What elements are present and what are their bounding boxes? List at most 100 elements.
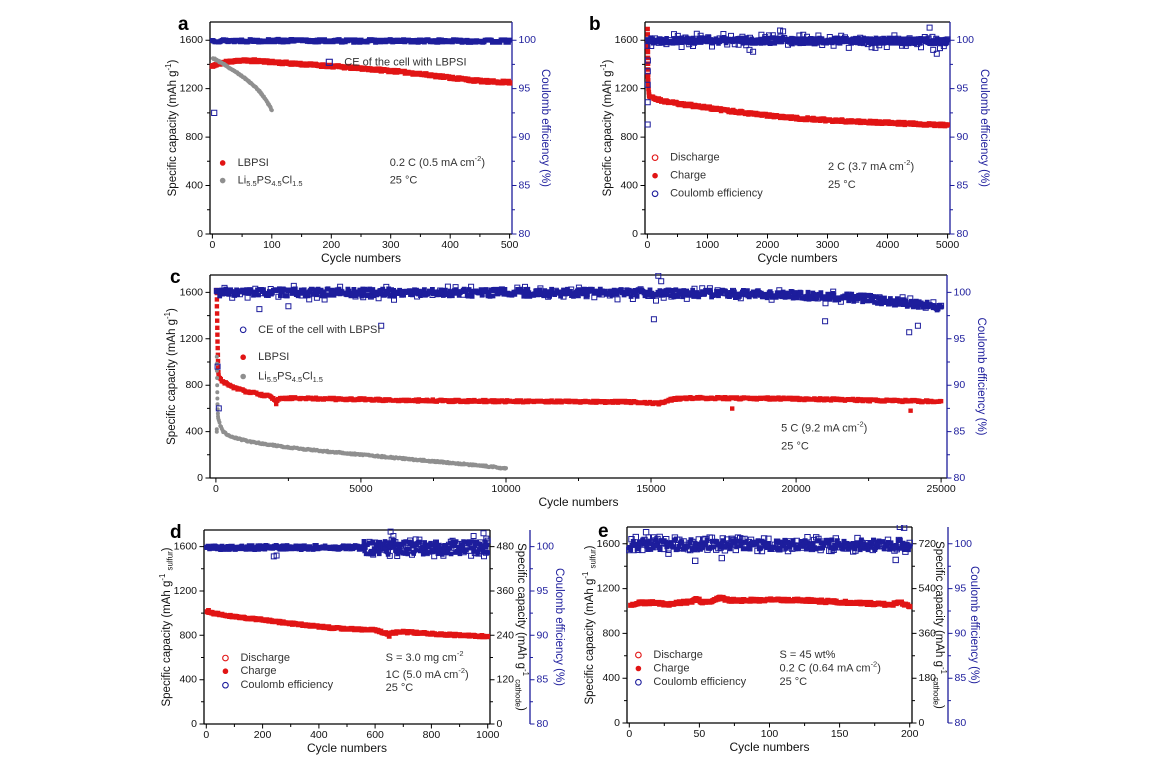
x-tick-label: 600: [366, 729, 384, 741]
panel-letter-c: c: [170, 267, 181, 288]
y-left-tick-label: 0: [632, 228, 638, 240]
series-group: [626, 525, 913, 610]
x-tick-label: 3000: [816, 239, 840, 251]
panel-c: c 0 5000 10000 15000 20000 25000 Cycle numbers 0…: [163, 267, 987, 509]
series-group: [213, 273, 945, 471]
series-ce-of-cell-with-lbpsi: [209, 36, 513, 45]
gray-filled-circle-marker: [219, 177, 226, 184]
annotation: 25 °C: [386, 682, 414, 694]
series-coulomb-efficiency-scatter: [270, 528, 491, 560]
series-coulomb-efficiency: [645, 35, 950, 47]
annotation: 25 °C: [779, 676, 807, 688]
x-tick-label: 0: [203, 729, 209, 741]
x-tick-label: 500: [501, 239, 519, 251]
x-tick-label: 10000: [491, 483, 520, 495]
ce-tick-label: 100: [955, 538, 973, 550]
y-left-tick-label: 400: [185, 425, 203, 437]
y-cathode-tick-label: 120: [497, 673, 515, 685]
x-ticks: [215, 478, 942, 483]
y-cathode-tick-label: 540: [919, 582, 937, 594]
annotation: 25 °C: [781, 440, 809, 452]
x-ticks: [211, 234, 511, 239]
legend-label: Charge: [653, 662, 689, 674]
y-left-tick-label: 800: [185, 131, 203, 143]
legend-item: Charge: [652, 170, 706, 182]
annotation: 0.2 C (0.64 mA cm-2): [779, 659, 880, 674]
y-left-tick-label: 400: [602, 672, 620, 684]
red-filled-circle-marker: [219, 160, 226, 166]
x-tick-label: 15000: [636, 483, 665, 495]
annotation: 25 °C: [390, 174, 418, 186]
panel-a: a 0 100 200 300 400 500 Cycle numbers 0 400 800 120…: [164, 14, 551, 265]
ce-tick-label: 80: [955, 717, 967, 729]
y-cathode-axis-title: Specific capacity (mAh g-1 cathode): [513, 543, 530, 711]
series-li5-5ps4-5cl1-5-capacity: [210, 56, 274, 113]
ce-ticks: [947, 291, 952, 479]
ce-tick-label: 85: [955, 672, 967, 684]
x-tick-label: 2000: [756, 239, 780, 251]
y-left-tick-label: 1200: [180, 82, 204, 94]
legend-label: Discharge: [670, 152, 720, 164]
panel-letter-b: b: [589, 14, 601, 35]
x-axis-title: Cycle numbers: [538, 495, 618, 509]
x-tick-label: 20000: [781, 483, 810, 495]
y-cathode-tick-label: 720: [919, 538, 937, 550]
legend-item: Charge: [635, 662, 689, 674]
annotation: S = 45 wt%: [779, 649, 835, 661]
x-tick-label: 25000: [927, 483, 956, 495]
ce-tick-label: 90: [955, 627, 967, 639]
ce-tick-label: 85: [537, 673, 549, 685]
x-tick-label: 5000: [349, 483, 373, 495]
red-open-circle-marker: [222, 654, 229, 662]
y-left-ticks: [640, 39, 645, 235]
y-left-tick-label: 400: [185, 179, 203, 191]
x-tick-label: 200: [323, 239, 341, 251]
x-tick-label: 1000: [476, 729, 500, 741]
legend-item: Charge: [222, 665, 277, 677]
series-lbpsi-capacity: [209, 57, 513, 86]
series-ce-scatter: [213, 273, 945, 412]
annotation: 5 C (9.2 mA cm-2): [781, 419, 867, 434]
legend-item: CE of the cell with LBPSI: [325, 56, 467, 68]
y-left-axis-title: Specific capacity (mAh g-1 sulfur): [158, 547, 175, 706]
legend-label: Discharge: [240, 652, 290, 664]
ce-ticks: [530, 546, 535, 725]
red-filled-circle-marker: [222, 668, 229, 675]
y-cathode-tick-label: 360: [497, 585, 515, 597]
y-left-tick-label: 400: [179, 673, 197, 685]
ce-axis-title: Coulomb efficiency (%): [539, 69, 551, 187]
x-ticks: [205, 724, 489, 729]
y-left-tick-label: 1600: [597, 538, 621, 550]
y-cathode-ticks: [912, 543, 917, 724]
y-left-tick-label: 800: [602, 627, 620, 639]
x-tick-label: 0: [645, 239, 651, 251]
legend-item: Discharge: [635, 649, 703, 661]
x-tick-label: 0: [209, 239, 215, 251]
x-axis-title: Cycle numbers: [321, 251, 401, 265]
y-left-tick-label: 0: [191, 718, 197, 730]
x-tick-label: 150: [831, 728, 849, 740]
series-group: [204, 528, 491, 640]
panel-letter-e: e: [598, 521, 609, 542]
x-tick-label: 50: [694, 728, 706, 740]
red-filled-circle-marker: [635, 665, 642, 672]
y-left-ticks: [199, 546, 204, 725]
series-group: [644, 24, 951, 129]
panel-b: b 0 1000 2000 3000 4000 5000 Cycle numbers 0 400 8…: [589, 14, 990, 265]
red-filled-circle-marker: [240, 354, 246, 361]
ce-ticks: [948, 543, 953, 724]
legend-item: Coulomb efficiency: [222, 679, 334, 691]
series-coulomb-efficiency-early: [204, 543, 367, 552]
y-left-axis-title: Specific capacity (mAh g-1 sulfur): [581, 545, 598, 704]
annotation: 0.2 C (0.5 mA cm-2): [390, 154, 485, 169]
y-left-tick-label: 1200: [615, 82, 639, 94]
x-ticks: [628, 723, 911, 728]
ce-tick-label: 85: [519, 179, 531, 191]
y-left-tick-label: 1600: [180, 286, 204, 298]
ce-tick-label: 80: [954, 472, 966, 484]
ce-axis-title: Coulomb efficiency (%): [975, 317, 987, 435]
x-tick-label: 0: [626, 728, 632, 740]
ce-tick-label: 100: [954, 286, 972, 298]
legend-item: Li5.5PS4.5Cl1.5: [219, 174, 302, 188]
